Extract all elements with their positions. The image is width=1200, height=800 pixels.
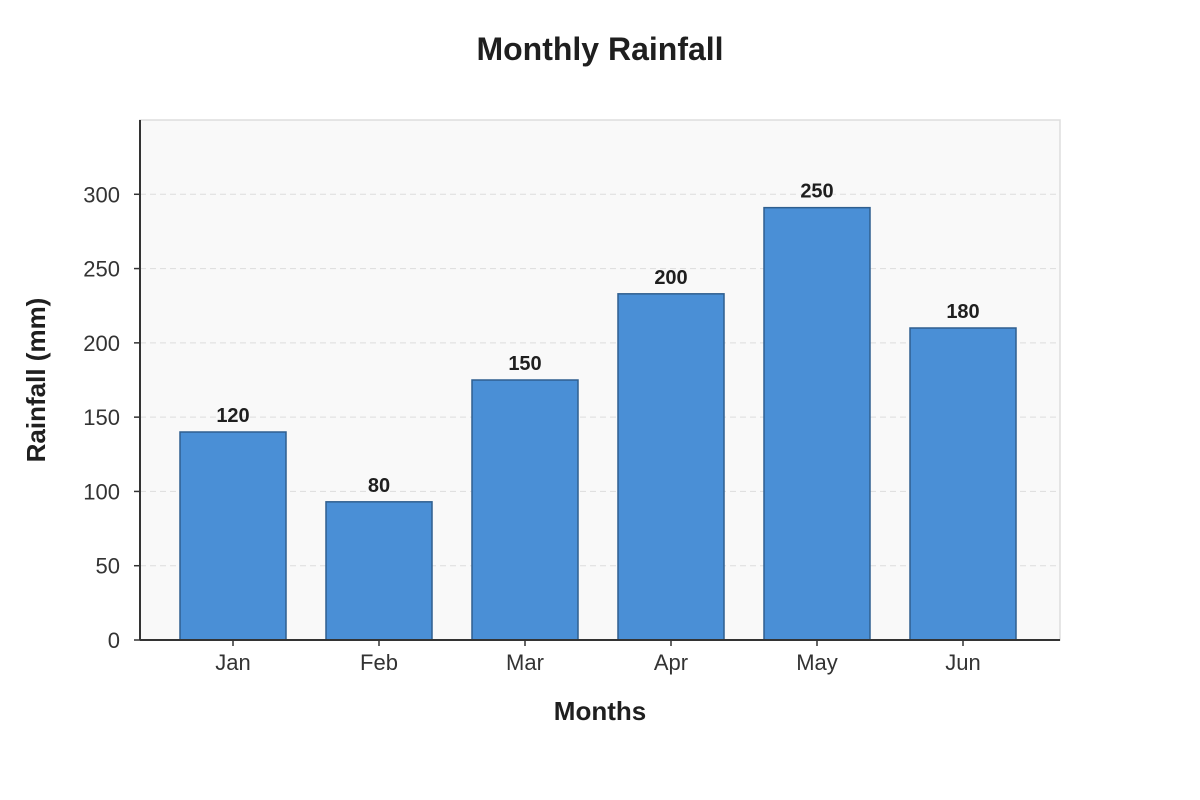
y-axis-ticks: 0 50 100 150 200 250 300 <box>83 182 140 653</box>
y-tick-label: 150 <box>83 405 120 430</box>
y-axis-title: Rainfall (mm) <box>21 298 51 463</box>
bars <box>179 206 1017 641</box>
x-axis-ticks: Jan Feb Mar Apr May Jun <box>215 640 981 675</box>
x-tick-label-may: May <box>796 650 838 675</box>
chart-title: Monthly Rainfall <box>476 31 723 67</box>
data-label-jan: 120 <box>216 405 249 427</box>
y-tick-label: 300 <box>83 182 120 207</box>
x-tick-label-apr: Apr <box>654 650 688 675</box>
data-label-mar: 150 <box>508 353 541 375</box>
y-tick-label: 0 <box>108 628 120 653</box>
bar-jun <box>909 327 1017 641</box>
grid-lines <box>140 193 1060 567</box>
x-axis-title: Months <box>554 696 646 726</box>
plot-area <box>139 119 1061 641</box>
bar-jan <box>179 431 287 641</box>
y-tick-label: 200 <box>83 331 120 356</box>
x-tick-label-jun: Jun <box>945 650 980 675</box>
bar-may <box>763 206 871 641</box>
data-label-feb: 80 <box>368 475 390 497</box>
bar-feb <box>325 501 433 641</box>
data-labels: 120 80 150 200 250 180 <box>216 181 979 497</box>
bar-apr <box>617 293 725 641</box>
bar-mar <box>471 379 579 641</box>
data-label-may: 250 <box>800 181 833 203</box>
y-tick-label: 250 <box>83 257 120 282</box>
x-tick-label-feb: Feb <box>360 650 398 675</box>
data-label-apr: 200 <box>654 267 687 289</box>
data-label-jun: 180 <box>946 301 979 323</box>
x-tick-label-jan: Jan <box>215 650 250 675</box>
y-tick-label: 100 <box>83 479 120 504</box>
x-tick-label-mar: Mar <box>506 650 544 675</box>
y-tick-label: 50 <box>96 554 120 579</box>
